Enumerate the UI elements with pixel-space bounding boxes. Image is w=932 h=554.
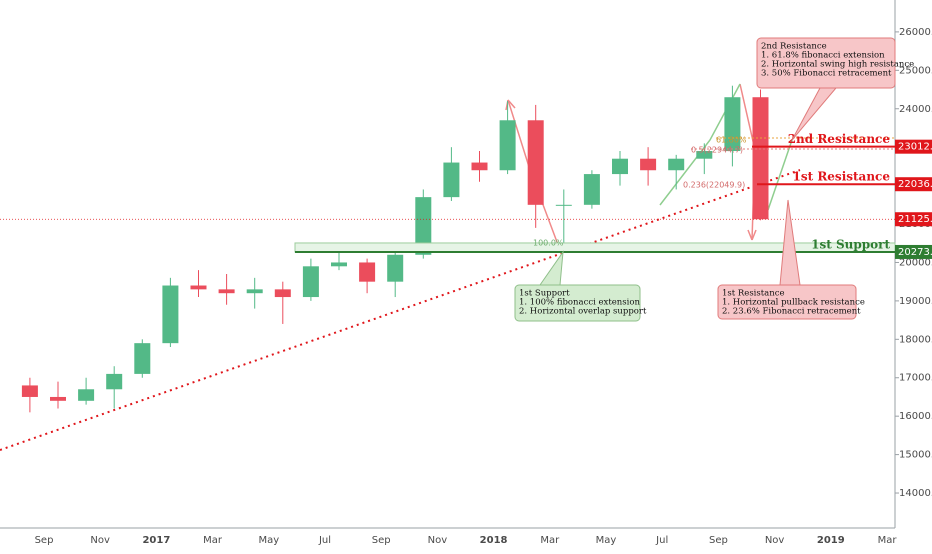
y-tick-label: 15000.0 [899, 450, 932, 461]
price-tag [895, 177, 932, 192]
candle-body [499, 120, 516, 171]
candle-body [302, 266, 319, 298]
y-tick-label: 17000.0 [899, 373, 932, 384]
x-tick-label: Mar [203, 535, 223, 546]
candle-body [612, 158, 628, 175]
candle-body [134, 343, 151, 374]
candle-body [190, 285, 207, 290]
candle-body [583, 174, 600, 205]
candles [21, 85, 769, 413]
x-tick-label: Nov [765, 535, 785, 546]
callout-line: 1. 100% fibonacci extension [519, 298, 640, 308]
candle-body [274, 289, 291, 298]
y-tick-label: 26000.0 [899, 27, 932, 38]
price-tag [895, 212, 932, 227]
fib-label: 100.0% [533, 239, 564, 248]
fib-label: 0.5(22944.7) [691, 146, 743, 155]
fib-label: 0.236(22049.9) [683, 181, 745, 190]
candle-body [359, 262, 376, 282]
x-tick-label: Nov [428, 535, 448, 546]
y-tick-label: 16000.0 [899, 411, 932, 422]
callout-line: 3. 50% Fibonacci retracement [761, 69, 892, 79]
x-tick-label: May [596, 535, 617, 546]
candle-body [21, 385, 38, 397]
callout-line: 1. Horizontal pullback resistance [722, 298, 865, 308]
candle-body [640, 158, 657, 171]
candle-body [471, 162, 488, 171]
callout-box [756, 37, 896, 89]
callout-line: 2. Horizontal overlap support [519, 307, 647, 317]
candle-body [50, 396, 66, 401]
x-tick-label: Sep [372, 535, 391, 546]
candle-body [443, 162, 460, 198]
candle-body [696, 151, 713, 159]
x-tick-label: 2018 [480, 535, 508, 546]
price-tag [895, 139, 932, 154]
y-tick-label: 24000.0 [899, 104, 932, 115]
candle-body [752, 97, 769, 220]
x-tick-label: 2017 [142, 535, 170, 546]
candle-body [387, 254, 404, 282]
callout-title: 2nd Resistance [761, 42, 827, 52]
support-zone [294, 242, 896, 253]
x-tick-label: Sep [35, 535, 54, 546]
x-tick-label: Sep [709, 535, 728, 546]
x-tick-label: Mar [878, 535, 898, 546]
callout-title: 1st Resistance [722, 289, 785, 299]
x-tick-label: 2019 [817, 535, 845, 546]
candle-body [246, 289, 263, 294]
candle-body [218, 289, 235, 294]
callout-box [514, 284, 641, 322]
x-tick-label: Nov [90, 535, 110, 546]
level-name: 1st Support [811, 237, 890, 251]
level-name: 2nd Resistance [788, 132, 891, 146]
y-tick-label: 14000.0 [899, 488, 932, 499]
y-tick-label: 19000.0 [899, 296, 932, 307]
candle-body [555, 204, 572, 206]
x-tick-label: Jul [655, 535, 668, 546]
x-tick-label: May [258, 535, 279, 546]
y-tick-label: 18000.0 [899, 334, 932, 345]
price-tag-label: 23012.9 [898, 142, 932, 153]
candle-body [415, 197, 432, 255]
x-tick-label: Jul [318, 535, 331, 546]
price-tag-label: 22036.2 [898, 179, 932, 190]
price-tag-label: 21125.1 [898, 214, 932, 225]
candle-body [162, 285, 179, 344]
candle-body [668, 158, 685, 171]
candle-body [106, 373, 123, 390]
callout-line: 2. Horizontal swing high resistance [761, 60, 914, 70]
y-tick-label: 20000.0 [899, 257, 932, 268]
callout-line: 1. 61.8% fibonacci extension [761, 51, 885, 61]
callout-box [717, 284, 857, 320]
x-tick-label: Mar [540, 535, 560, 546]
y-tick-label: 25000.0 [899, 65, 932, 76]
price-tag [895, 244, 932, 259]
price-tag-label: 20273.3 [898, 247, 932, 258]
candle-body [78, 389, 95, 401]
fib-label: 61.80% [716, 136, 747, 145]
callout-title: 1st Support [519, 289, 570, 299]
candle-body [527, 120, 544, 205]
callout-line: 2. 23.6% Fibonacci retracement [722, 307, 861, 317]
candle-body [331, 262, 347, 267]
level-name: 1st Resistance [793, 170, 891, 184]
